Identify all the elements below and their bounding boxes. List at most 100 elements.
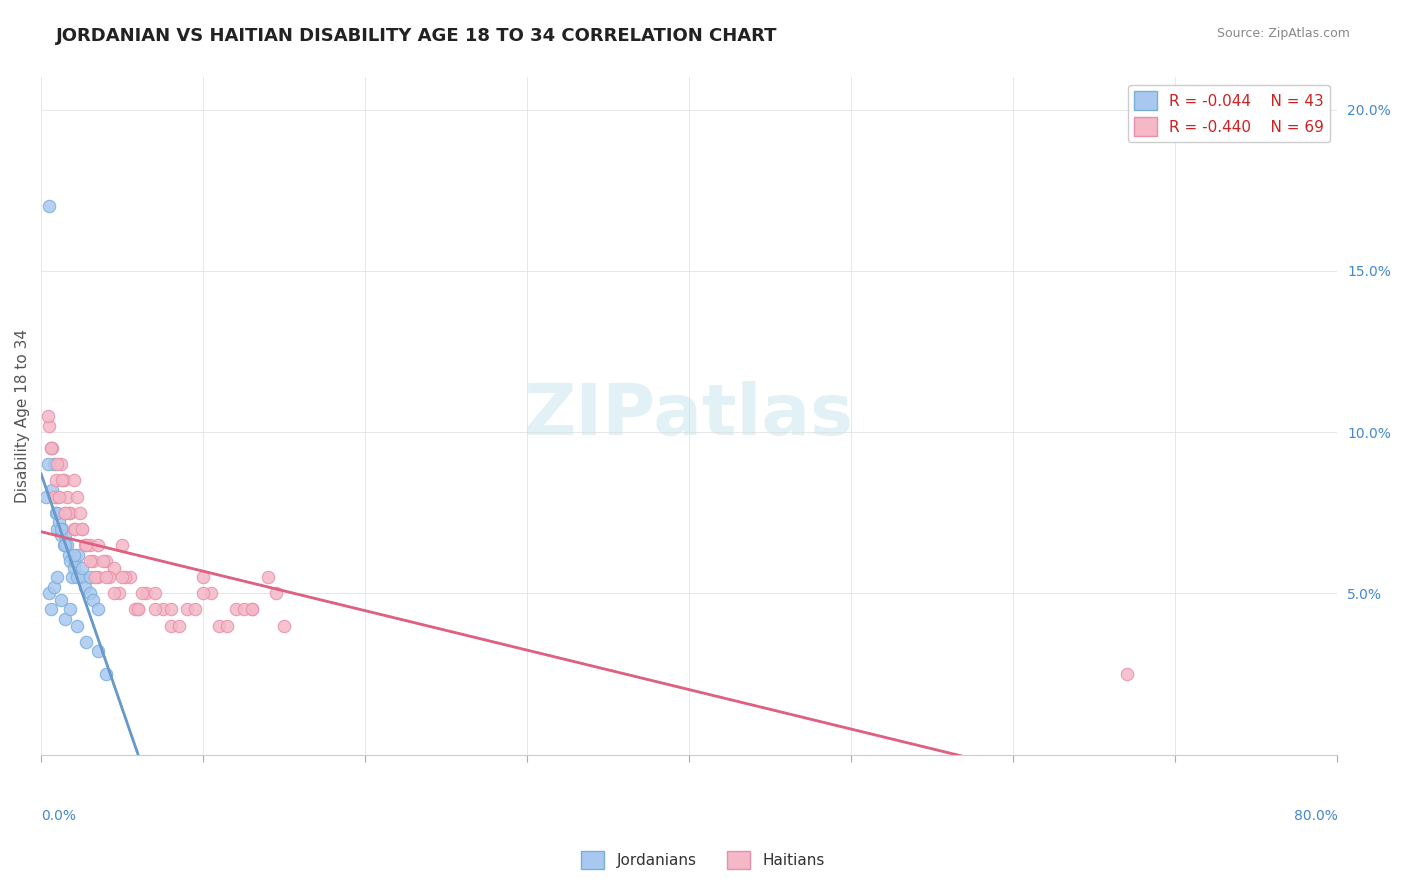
Point (273, 618, 295, 632)
Point (49, 522, 72, 536)
Point (67, 548, 90, 562)
Point (48, 516, 70, 530)
Point (82, 554, 104, 568)
Point (191, 586, 214, 600)
Point (143, 586, 166, 600)
Point (39, 602, 62, 616)
Point (45, 474, 67, 488)
Point (108, 586, 131, 600)
Point (42, 458, 65, 472)
Point (76, 634, 98, 648)
Point (127, 602, 149, 616)
Point (111, 538, 134, 552)
Point (79, 570, 101, 584)
Text: Source: ZipAtlas.com: Source: ZipAtlas.com (1216, 27, 1350, 40)
Point (159, 618, 181, 632)
Point (66, 618, 89, 632)
Y-axis label: Disability Age 18 to 34: Disability Age 18 to 34 (15, 329, 30, 503)
Point (217, 618, 239, 632)
Point (124, 602, 146, 616)
Point (73, 580, 96, 594)
Point (257, 570, 280, 584)
Point (63, 554, 86, 568)
Point (56, 490, 79, 504)
Point (46, 570, 69, 584)
Point (46, 490, 69, 504)
Point (264, 586, 287, 600)
Point (232, 602, 254, 616)
Point (60, 570, 83, 584)
Point (48, 490, 70, 504)
Legend: Jordanians, Haitians: Jordanians, Haitians (575, 845, 831, 875)
Point (70, 522, 93, 536)
Text: ZIPatlas: ZIPatlas (524, 382, 855, 450)
Text: 80.0%: 80.0% (1294, 809, 1337, 822)
Point (91, 554, 114, 568)
Point (55, 538, 77, 552)
Point (240, 602, 263, 616)
Legend: R = -0.044    N = 43, R = -0.440    N = 69: R = -0.044 N = 43, R = -0.440 N = 69 (1128, 85, 1330, 142)
Point (55, 506, 77, 520)
Point (103, 560, 125, 574)
Point (62, 522, 84, 536)
Point (46, 506, 69, 520)
Point (94, 554, 117, 568)
Point (103, 586, 125, 600)
Point (167, 618, 190, 632)
Point (94, 570, 117, 584)
Point (135, 586, 157, 600)
Point (70, 560, 93, 574)
Point (1115, 667, 1137, 681)
Point (39, 441, 62, 455)
Point (41, 441, 63, 455)
Point (55, 528, 77, 542)
Point (49, 458, 72, 472)
Point (59, 602, 82, 616)
Point (152, 602, 174, 616)
Point (62, 560, 84, 574)
Point (70, 570, 93, 584)
Point (114, 570, 136, 584)
Point (45, 506, 67, 520)
Text: 0.0%: 0.0% (41, 809, 76, 822)
Point (76, 538, 98, 552)
Point (58, 548, 80, 562)
Point (83, 570, 105, 584)
Point (120, 570, 142, 584)
Point (87, 644, 110, 658)
Point (73, 538, 96, 552)
Point (87, 602, 110, 616)
Point (52, 474, 75, 488)
Point (38, 418, 60, 433)
Point (176, 602, 198, 616)
Point (51, 522, 73, 536)
Point (127, 602, 149, 616)
Point (38, 199, 60, 213)
Point (79, 586, 101, 600)
Point (79, 554, 101, 568)
Point (131, 586, 153, 600)
Point (35, 490, 58, 504)
Point (63, 522, 86, 536)
Point (41, 483, 63, 497)
Point (82, 592, 104, 607)
Point (37, 458, 59, 472)
Point (49, 592, 72, 607)
Point (159, 602, 181, 616)
Point (184, 602, 207, 616)
Point (208, 618, 231, 632)
Point (42, 580, 65, 594)
Point (66, 490, 89, 504)
Point (56, 538, 79, 552)
Point (38, 586, 60, 600)
Point (62, 548, 84, 562)
Point (42, 490, 65, 504)
Point (87, 570, 110, 584)
Point (98, 570, 121, 584)
Point (58, 506, 80, 520)
Point (240, 602, 263, 616)
Text: JORDANIAN VS HAITIAN DISABILITY AGE 18 TO 34 CORRELATION CHART: JORDANIAN VS HAITIAN DISABILITY AGE 18 T… (56, 27, 778, 45)
Point (94, 667, 117, 681)
Point (39, 441, 62, 455)
Point (59, 506, 82, 520)
